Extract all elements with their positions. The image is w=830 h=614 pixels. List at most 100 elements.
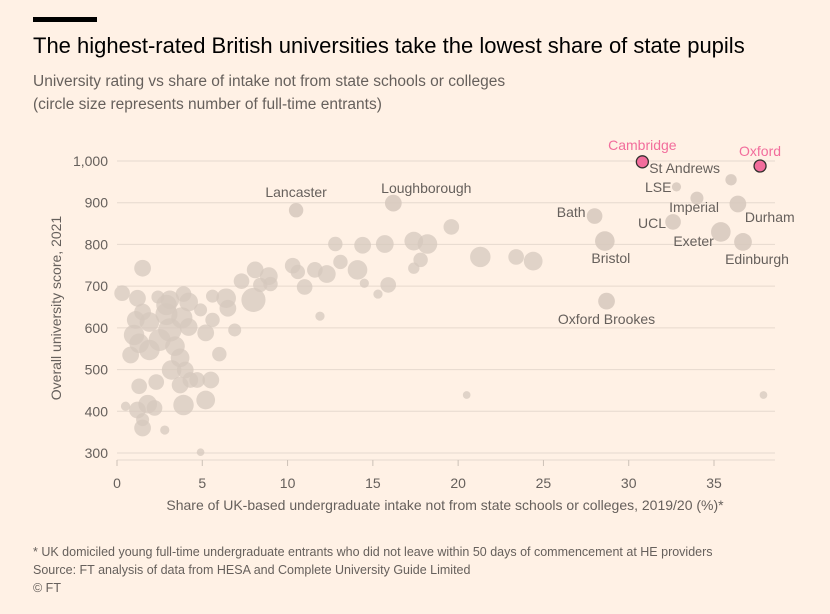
university-bubble (173, 394, 194, 416)
university-bubble-loughborough (384, 194, 402, 212)
university-bubble (347, 260, 368, 280)
chart-subtitle: University rating vs share of intake not… (33, 73, 506, 90)
label-bristol: Bristol (591, 250, 630, 266)
university-bubble (205, 312, 220, 328)
university-bubble (354, 236, 371, 254)
university-bubble (263, 276, 278, 292)
source-note: Source: FT analysis of data from HESA an… (33, 563, 471, 577)
label-exeter: Exeter (673, 233, 714, 249)
y-tick-label: 500 (85, 362, 109, 378)
university-bubble (759, 391, 768, 399)
university-bubble (194, 303, 208, 317)
x-tick-label: 10 (280, 475, 296, 491)
footnote: * UK domiciled young full-time undergrad… (33, 545, 713, 559)
university-bubble-st-andrews (725, 174, 737, 186)
university-bubble (156, 294, 177, 316)
university-bubble (196, 448, 205, 457)
label-lancaster: Lancaster (265, 184, 327, 200)
university-bubble (171, 376, 189, 394)
university-bubble (246, 261, 264, 279)
university-bubble-exeter (711, 222, 731, 242)
university-bubble (131, 378, 147, 395)
y-tick-label: 600 (85, 320, 109, 336)
university-bubble (523, 251, 543, 271)
university-bubble (413, 252, 428, 268)
university-bubble-ucl (665, 214, 681, 230)
label-bath: Bath (557, 204, 586, 220)
university-bubble-durham (729, 195, 747, 213)
x-tick-label: 5 (198, 475, 206, 491)
university-bubble (123, 324, 145, 346)
university-bubble (197, 324, 215, 342)
chart-title: The highest-rated British universities t… (33, 33, 745, 58)
x-tick-label: 25 (536, 475, 552, 491)
university-bubble (134, 259, 151, 277)
x-tick-label: 30 (621, 475, 637, 491)
x-tick-label: 20 (450, 475, 466, 491)
y-tick-label: 1,000 (73, 153, 108, 169)
university-bubble (333, 254, 348, 270)
university-bubble (462, 391, 471, 399)
university-bubble (233, 273, 250, 289)
university-bubble (219, 299, 237, 317)
ft-header-bar (33, 17, 97, 22)
label-edinburgh: Edinburgh (725, 251, 789, 267)
university-bubble (417, 234, 438, 254)
university-bubble (146, 400, 163, 416)
x-tick-label: 15 (365, 475, 381, 491)
x-tick-label: 0 (113, 475, 121, 491)
y-tick-label: 300 (85, 445, 109, 461)
university-bubble (315, 311, 325, 321)
y-tick-label: 800 (85, 236, 109, 252)
university-bubble (206, 289, 220, 303)
university-bubble (408, 262, 420, 274)
university-bubble (228, 323, 242, 337)
university-bubble (296, 279, 313, 295)
university-bubble-lse (671, 182, 682, 192)
university-bubble (161, 360, 182, 380)
university-bubble (359, 278, 369, 288)
university-bubble (148, 374, 165, 390)
university-bubble (241, 287, 266, 312)
label-oxford: Oxford (739, 143, 781, 159)
university-bubble (470, 246, 491, 268)
university-bubble (307, 262, 323, 278)
university-bubble-oxford-brookes (598, 292, 615, 310)
university-bubble (375, 235, 394, 253)
university-bubble (136, 413, 150, 427)
university-bubble (122, 346, 140, 364)
university-bubble (328, 236, 343, 252)
university-bubble (508, 249, 524, 265)
university-bubble-oxford (753, 159, 767, 173)
university-bubble (120, 401, 131, 411)
university-bubble (179, 318, 198, 336)
university-bubble (212, 346, 227, 362)
label-lse: LSE (645, 179, 671, 195)
university-bubble (380, 277, 397, 293)
y-tick-label: 700 (85, 278, 109, 294)
copyright: © FT (33, 581, 61, 595)
university-bubble (160, 425, 170, 435)
label-ucl: UCL (638, 215, 666, 231)
university-bubble (189, 372, 205, 388)
chart-subtitle-size-note: (circle size represents number of full-t… (33, 96, 382, 113)
university-bubble-imperial (690, 191, 704, 205)
university-bubble (129, 289, 146, 307)
university-bubble (443, 219, 460, 235)
university-bubble (114, 285, 130, 302)
university-bubble-bristol (595, 231, 615, 251)
y-axis-label: Overall university score, 2021 (48, 216, 64, 401)
university-bubble (290, 264, 306, 280)
label-oxford-brookes: Oxford Brookes (558, 311, 655, 327)
label-imperial: Imperial (669, 199, 719, 215)
y-tick-label: 900 (85, 195, 109, 211)
university-bubble (373, 289, 383, 299)
y-tick-label: 400 (85, 403, 109, 419)
label-cambridge: Cambridge (608, 137, 677, 153)
university-bubble (179, 292, 198, 312)
label-durham: Durham (745, 209, 795, 225)
university-bubble-lancaster (288, 203, 304, 218)
label-loughborough: Loughborough (381, 180, 471, 196)
label-st-andrews: St Andrews (649, 160, 720, 176)
university-bubble (134, 303, 151, 321)
